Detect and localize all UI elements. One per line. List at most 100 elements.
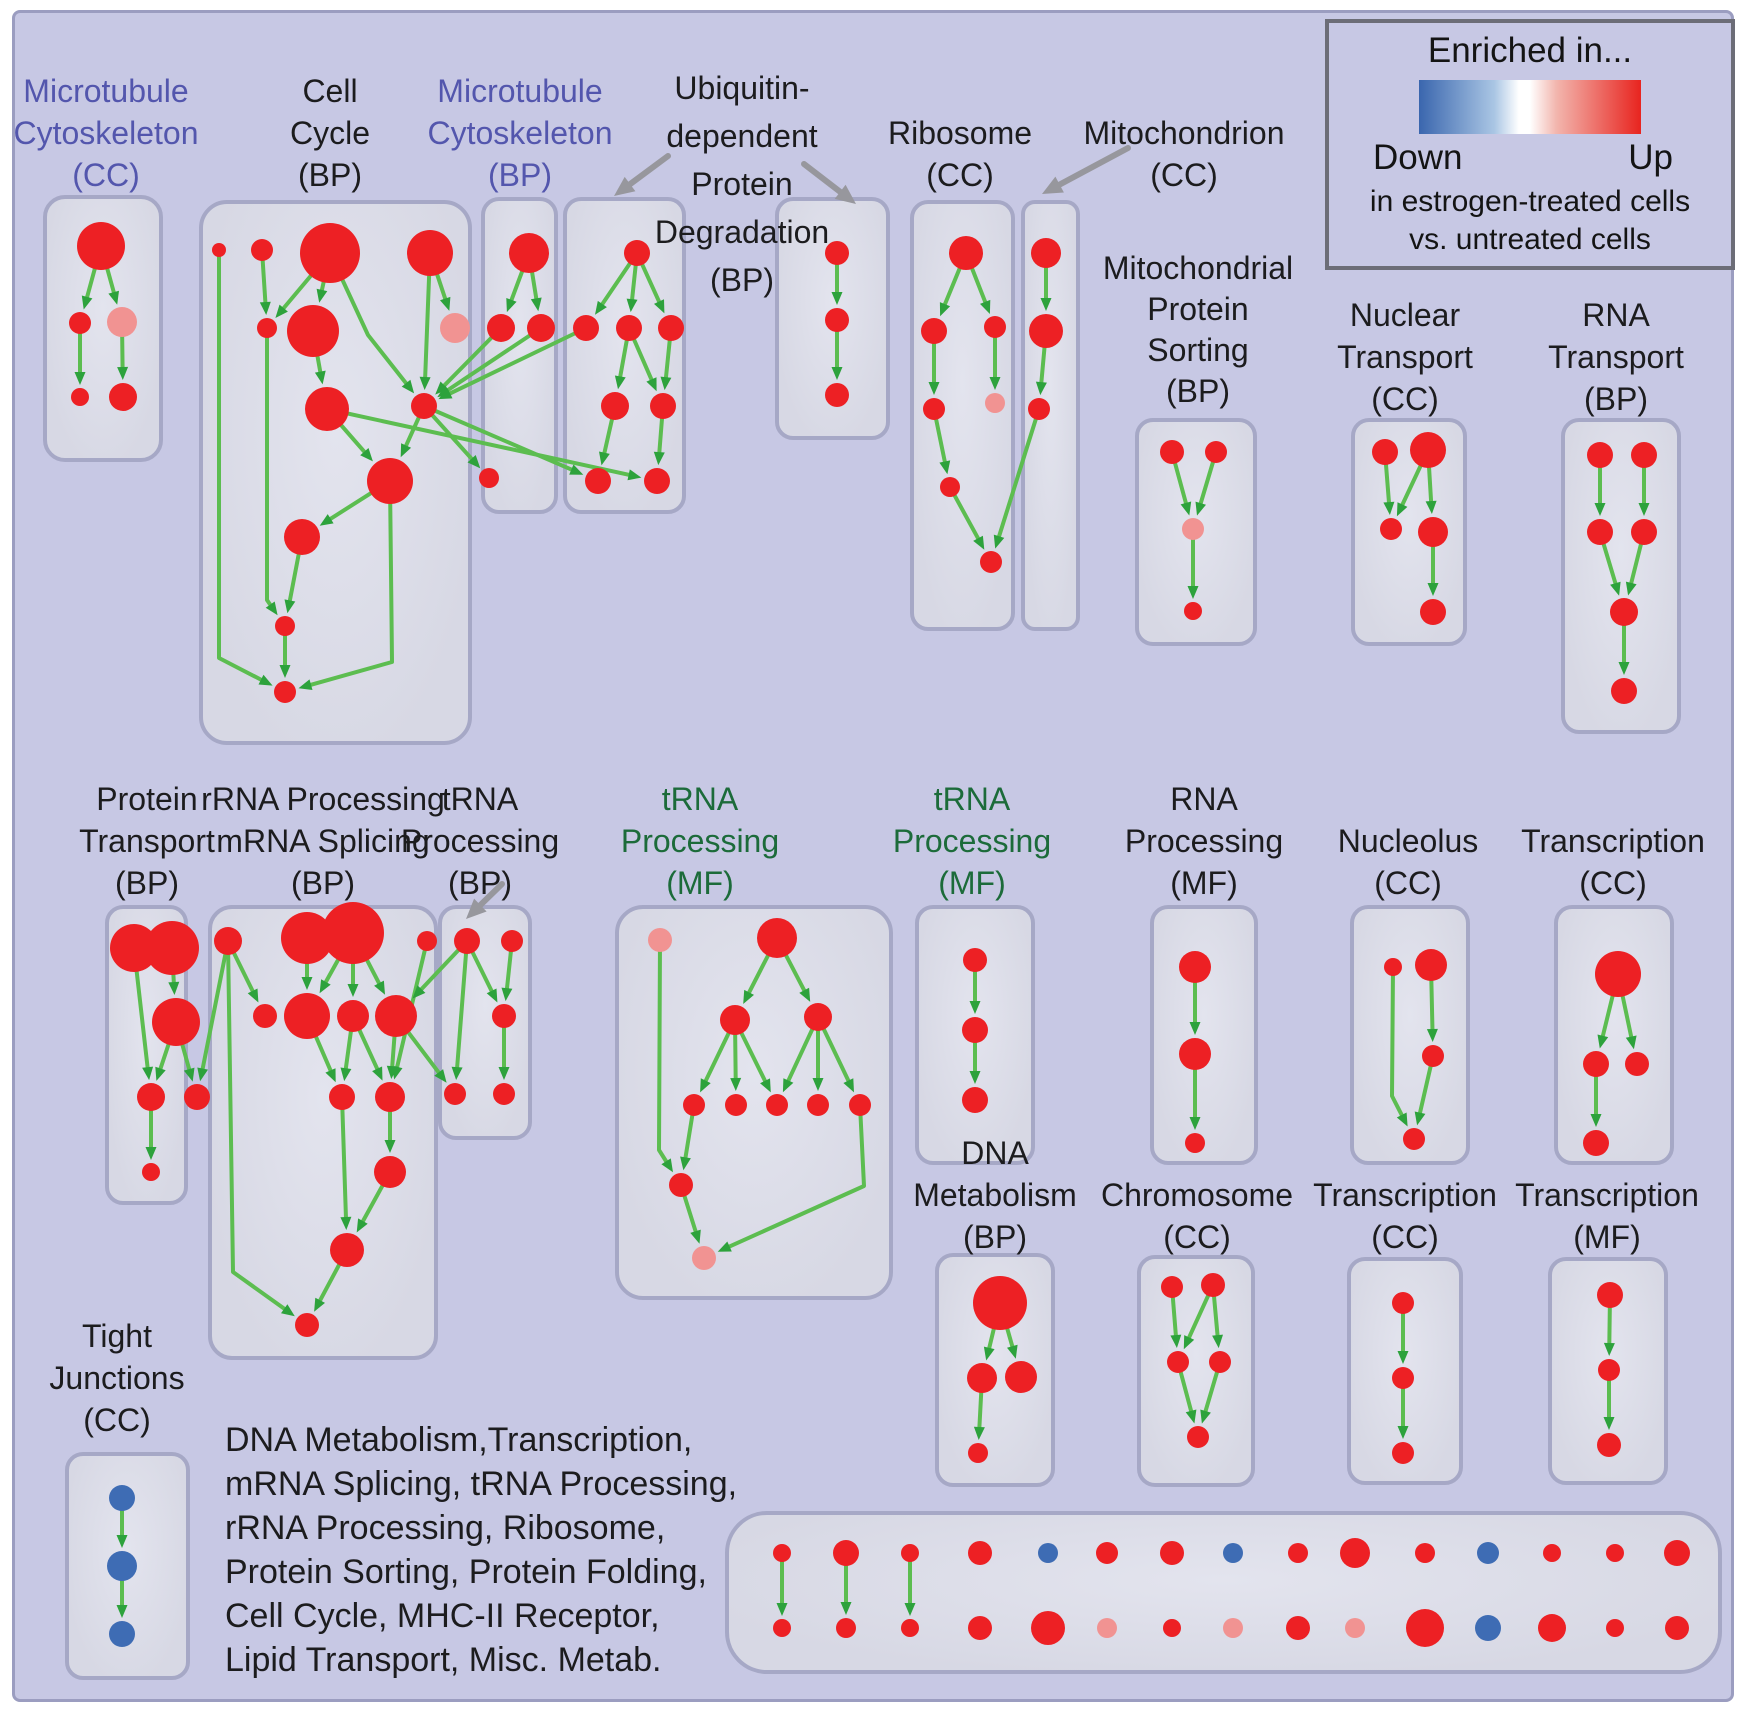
edge-a3-a5-head bbox=[117, 366, 129, 380]
box-bottom-misc bbox=[725, 1511, 1722, 1674]
edge-q1-t5 bbox=[200, 939, 230, 1073]
node-n2 bbox=[1410, 432, 1446, 468]
node-v2 bbox=[825, 308, 849, 332]
edge-d2-d4-head bbox=[973, 1426, 985, 1440]
node-bb6 bbox=[1163, 1619, 1181, 1637]
edge-bt2-bb2-head bbox=[904, 1603, 916, 1616]
label-pt: Protein Transport (BP) bbox=[79, 781, 215, 901]
node-bb13 bbox=[1606, 1619, 1624, 1637]
edge-f2-f3-head bbox=[1603, 1417, 1615, 1430]
edge-s4-s5-head bbox=[1625, 581, 1637, 596]
node-t5 bbox=[184, 1084, 210, 1110]
edge-m1-m2-head bbox=[1040, 298, 1052, 311]
edge-c9-u7-head bbox=[569, 464, 584, 475]
node-g8 bbox=[807, 1094, 829, 1116]
edge-g1-g10 bbox=[657, 938, 670, 1165]
edge-j2-j3-head bbox=[1426, 1028, 1438, 1042]
edge-k2-k4-head bbox=[1590, 1114, 1602, 1127]
node-j4 bbox=[1403, 1128, 1425, 1150]
edge-g9-g11 bbox=[725, 1103, 866, 1250]
edge-q9-q12-head bbox=[340, 1216, 352, 1230]
node-s1 bbox=[1587, 442, 1613, 468]
node-bb8 bbox=[1286, 1616, 1310, 1640]
node-t1 bbox=[110, 924, 158, 972]
edge-c5-c12 bbox=[265, 326, 274, 609]
node-q12 bbox=[330, 1233, 364, 1267]
node-g2 bbox=[757, 918, 797, 958]
box-rna-mf bbox=[1150, 905, 1258, 1165]
node-i2 bbox=[1179, 1038, 1211, 1070]
node-bb0 bbox=[773, 1619, 791, 1637]
node-j3 bbox=[1422, 1045, 1444, 1067]
edge-c10-c13-head bbox=[298, 679, 313, 690]
edge-c3-c9-head bbox=[401, 379, 415, 394]
node-p2 bbox=[1205, 441, 1227, 463]
edge-u2-c9-head bbox=[438, 388, 453, 400]
edge-b1-b3-head bbox=[530, 297, 542, 312]
node-ch2 bbox=[1201, 1273, 1225, 1297]
edge-n2-n3-head bbox=[1396, 502, 1408, 517]
edge-c2-c5-head bbox=[259, 301, 271, 315]
node-g5 bbox=[683, 1094, 705, 1116]
node-k1 bbox=[1595, 951, 1641, 997]
edge-t2-t3-head bbox=[168, 981, 180, 995]
label-nucleolus: Nucleolus (CC) bbox=[1337, 823, 1479, 901]
edge-c9-u7 bbox=[422, 404, 576, 473]
edge-ch2-ch4-head bbox=[1212, 1334, 1223, 1349]
edge-r1-r2-head bbox=[939, 302, 951, 317]
node-bt13 bbox=[1606, 1544, 1624, 1562]
edge-s5-s6-head bbox=[1618, 662, 1630, 675]
node-bb5 bbox=[1097, 1618, 1117, 1638]
node-bt5 bbox=[1096, 1542, 1118, 1564]
node-p1 bbox=[1160, 440, 1184, 464]
node-r5 bbox=[985, 393, 1005, 413]
edge-i1-i2-head bbox=[1189, 1022, 1201, 1035]
edge-e2-e3-head bbox=[501, 987, 513, 1002]
edge-bt1-bb1-head bbox=[840, 1602, 852, 1615]
node-c9 bbox=[411, 393, 437, 419]
edge-a1-a3-head bbox=[108, 290, 119, 305]
edge-q1-q5-head bbox=[247, 988, 259, 1003]
edge-k1-k2-head bbox=[1597, 1034, 1609, 1049]
node-d2 bbox=[967, 1363, 997, 1393]
edge-q11-q12-head bbox=[356, 1218, 368, 1233]
edge-u6-u8-head bbox=[653, 451, 665, 466]
edge-m2-m3-head bbox=[1035, 381, 1047, 396]
edge-u2-c9 bbox=[446, 326, 588, 397]
edge-k1-k3-head bbox=[1625, 1035, 1637, 1050]
node-c3 bbox=[300, 223, 360, 283]
edge-c4-c9-head bbox=[419, 376, 431, 390]
node-c11 bbox=[284, 519, 320, 555]
node-u5 bbox=[601, 392, 629, 420]
node-bb3 bbox=[968, 1616, 992, 1640]
edge-r1-r3-head bbox=[980, 299, 991, 314]
node-g4 bbox=[804, 1003, 832, 1031]
edge-b3-c9 bbox=[444, 326, 543, 393]
edge-q3-q8-head bbox=[374, 980, 385, 995]
legend: Enriched in... Down Up in estrogen-treat… bbox=[1325, 19, 1735, 270]
edge-ch4-ch5-head bbox=[1200, 1409, 1211, 1424]
edge-r4-r6-head bbox=[939, 460, 951, 475]
node-w3 bbox=[109, 1621, 135, 1647]
edge-g2-g3-head bbox=[743, 989, 754, 1004]
node-u2 bbox=[573, 315, 599, 341]
node-q8 bbox=[375, 995, 417, 1037]
edge-c10-c11-head bbox=[319, 514, 334, 526]
legend-axis-words: Down Up bbox=[1329, 138, 1731, 178]
edge-t3-t5-head bbox=[183, 1067, 195, 1082]
misc-categories-text: DNA Metabolism,Transcription, mRNA Splici… bbox=[225, 1421, 738, 1679]
edge-c9-b4-head bbox=[467, 455, 481, 469]
node-n1 bbox=[1372, 439, 1398, 465]
label-rna-mf: RNA Processing (MF) bbox=[1124, 781, 1284, 901]
node-u3 bbox=[616, 315, 642, 341]
node-s6 bbox=[1611, 678, 1637, 704]
edge-bt0-bb0-head bbox=[776, 1603, 788, 1616]
edge-j1-j4-head bbox=[1396, 1112, 1408, 1127]
edge-q7-q10-head bbox=[372, 1066, 383, 1081]
edge-m3-r7 bbox=[996, 407, 1041, 541]
label-mc-cc: Microtubule Cytoskeleton (CC) bbox=[13, 73, 199, 193]
label-pointer-arrow-4-head bbox=[466, 898, 487, 919]
legend-caption-line1: in estrogen-treated cells bbox=[1369, 185, 1691, 218]
edge-q1-q13-head bbox=[281, 1304, 295, 1317]
